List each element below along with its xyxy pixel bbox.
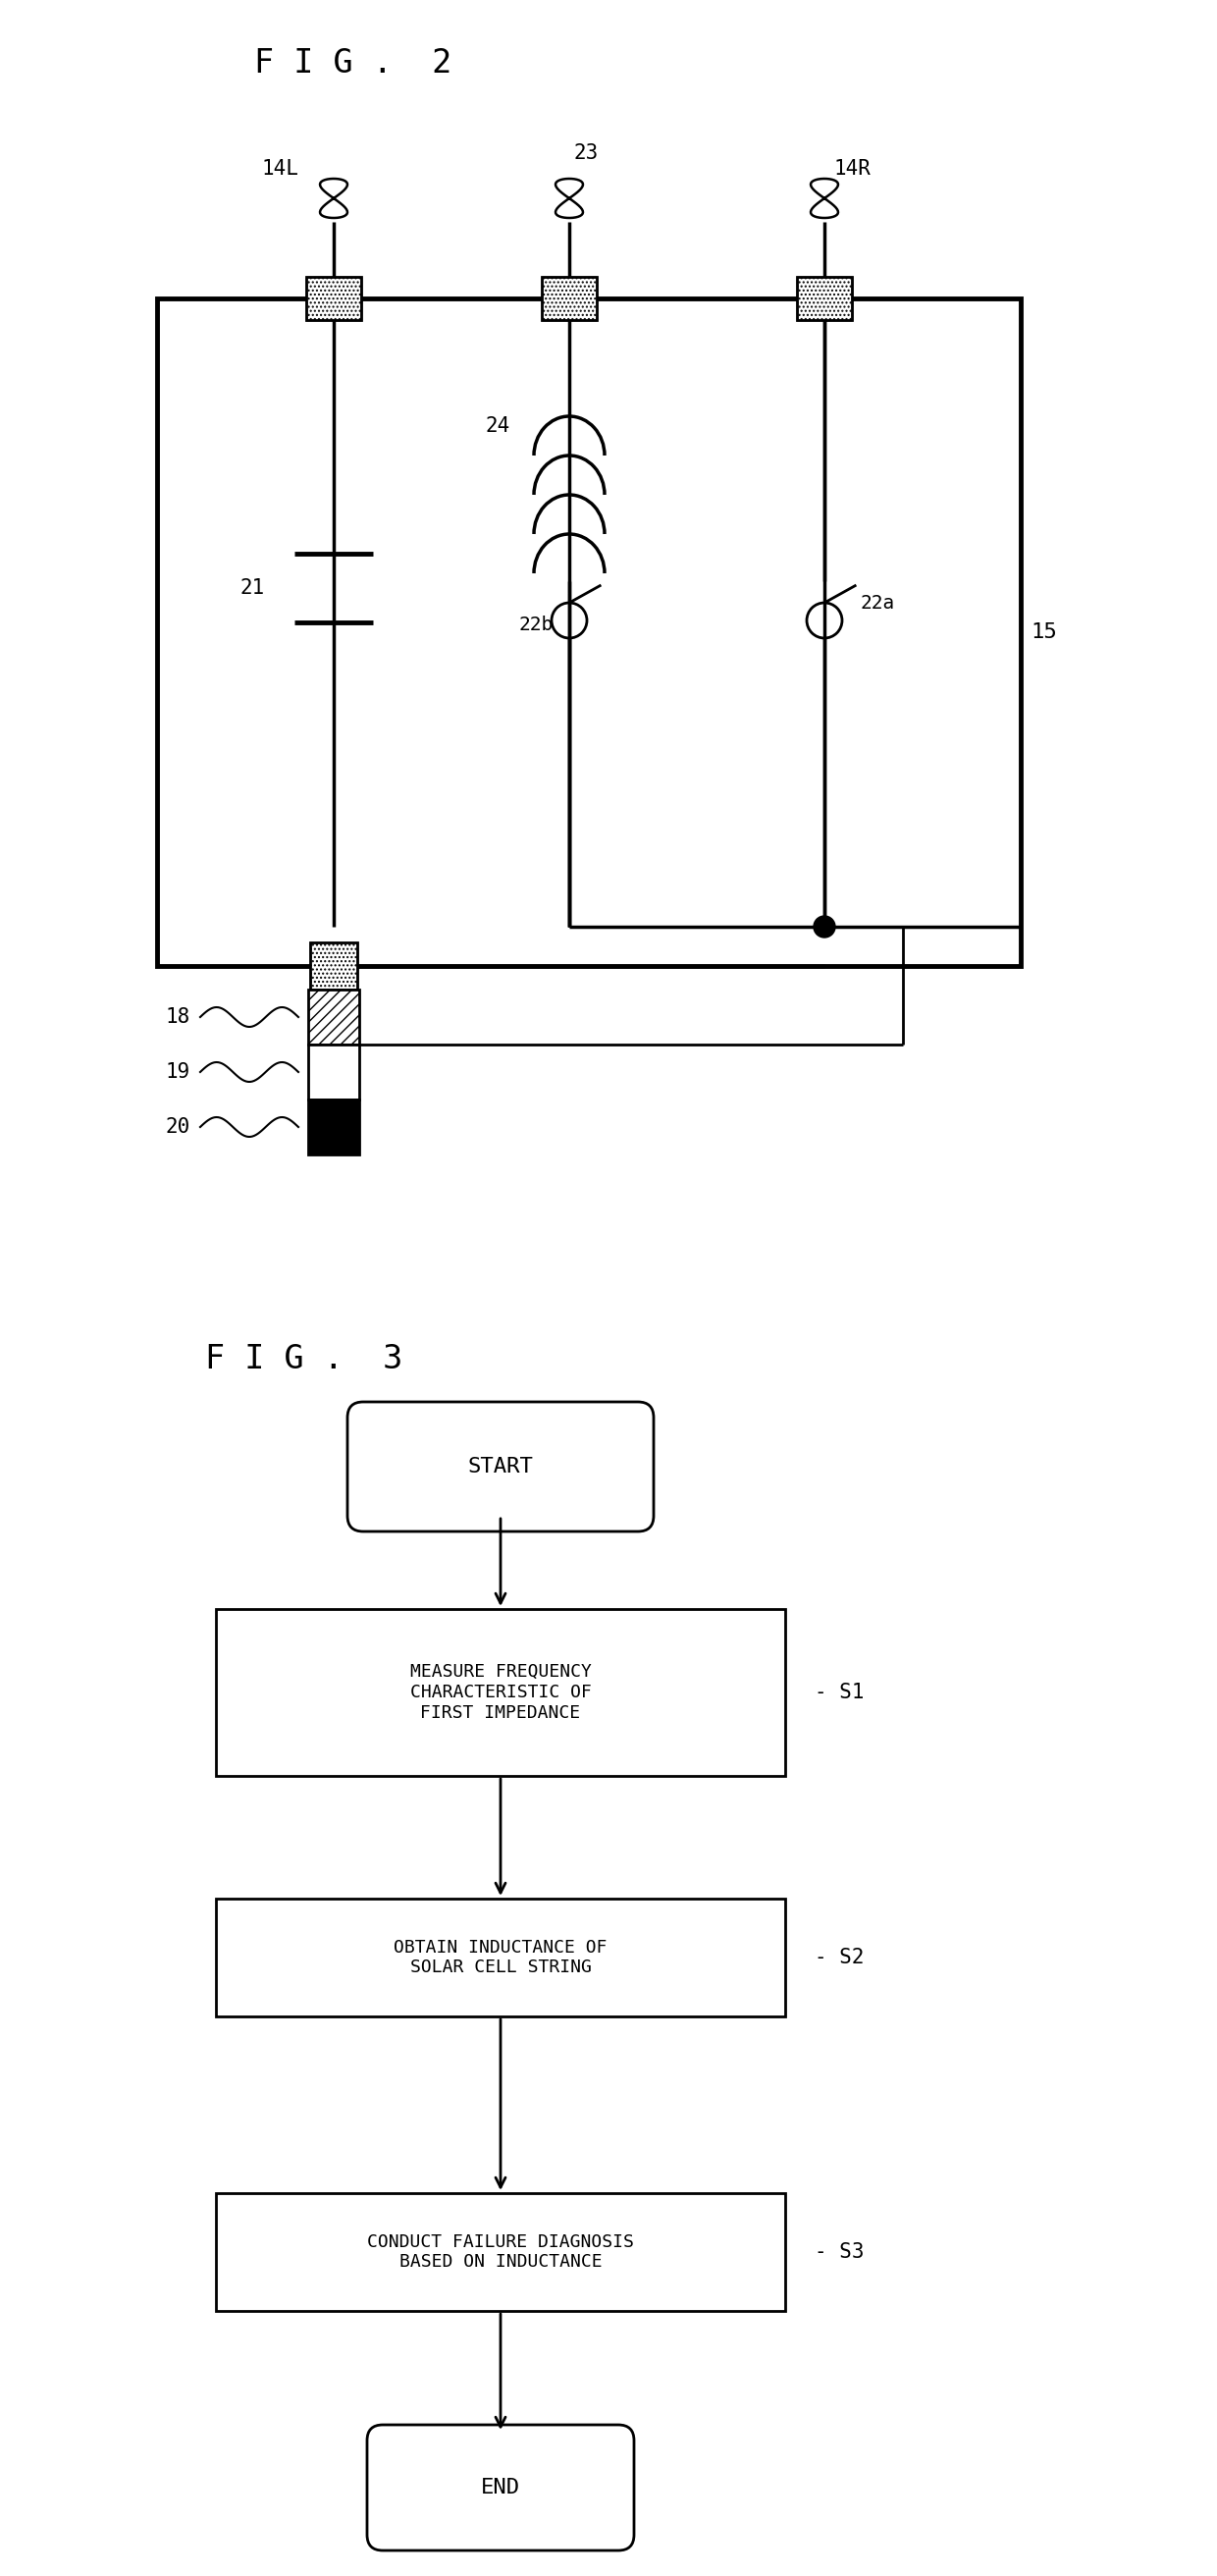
Bar <box>308 1100 359 1154</box>
Text: - S2: - S2 <box>814 1947 864 1968</box>
Bar <box>542 276 596 319</box>
Text: 22b: 22b <box>518 616 554 634</box>
Text: F I G .  2: F I G . 2 <box>254 46 452 80</box>
Bar <box>310 943 358 989</box>
Text: - S3: - S3 <box>814 2241 864 2262</box>
Bar <box>157 299 1021 966</box>
Circle shape <box>814 917 835 938</box>
Text: START: START <box>467 1458 533 1476</box>
Bar <box>797 276 852 319</box>
Bar <box>542 276 596 319</box>
Bar <box>307 276 361 319</box>
Bar <box>215 2192 785 2311</box>
Bar <box>307 276 361 319</box>
Text: END: END <box>481 2478 520 2499</box>
Text: 22a: 22a <box>860 592 894 613</box>
Bar <box>308 1043 359 1100</box>
Bar <box>215 1610 785 1775</box>
Text: 15: 15 <box>1031 623 1056 641</box>
Text: 23: 23 <box>573 144 598 162</box>
Text: 18: 18 <box>166 1007 190 1028</box>
Bar <box>797 276 852 319</box>
Text: 24: 24 <box>486 417 510 435</box>
Text: OBTAIN INDUCTANCE OF
SOLAR CELL STRING: OBTAIN INDUCTANCE OF SOLAR CELL STRING <box>394 1940 607 1976</box>
Bar <box>310 943 358 989</box>
Text: 14R: 14R <box>834 160 871 178</box>
FancyBboxPatch shape <box>368 2424 634 2550</box>
Text: - S1: - S1 <box>814 1682 864 1703</box>
Text: MEASURE FREQUENCY
CHARACTERISTIC OF
FIRST IMPEDANCE: MEASURE FREQUENCY CHARACTERISTIC OF FIRS… <box>410 1664 591 1721</box>
Bar <box>215 1899 785 2017</box>
Bar <box>308 989 359 1043</box>
Text: 14L: 14L <box>262 160 298 178</box>
Text: F I G .  3: F I G . 3 <box>206 1342 403 1376</box>
FancyBboxPatch shape <box>347 1401 654 1533</box>
Text: 21: 21 <box>240 577 265 598</box>
Text: 19: 19 <box>166 1061 190 1082</box>
Text: 20: 20 <box>166 1118 190 1136</box>
Text: CONDUCT FAILURE DIAGNOSIS
BASED ON INDUCTANCE: CONDUCT FAILURE DIAGNOSIS BASED ON INDUC… <box>368 2233 634 2272</box>
